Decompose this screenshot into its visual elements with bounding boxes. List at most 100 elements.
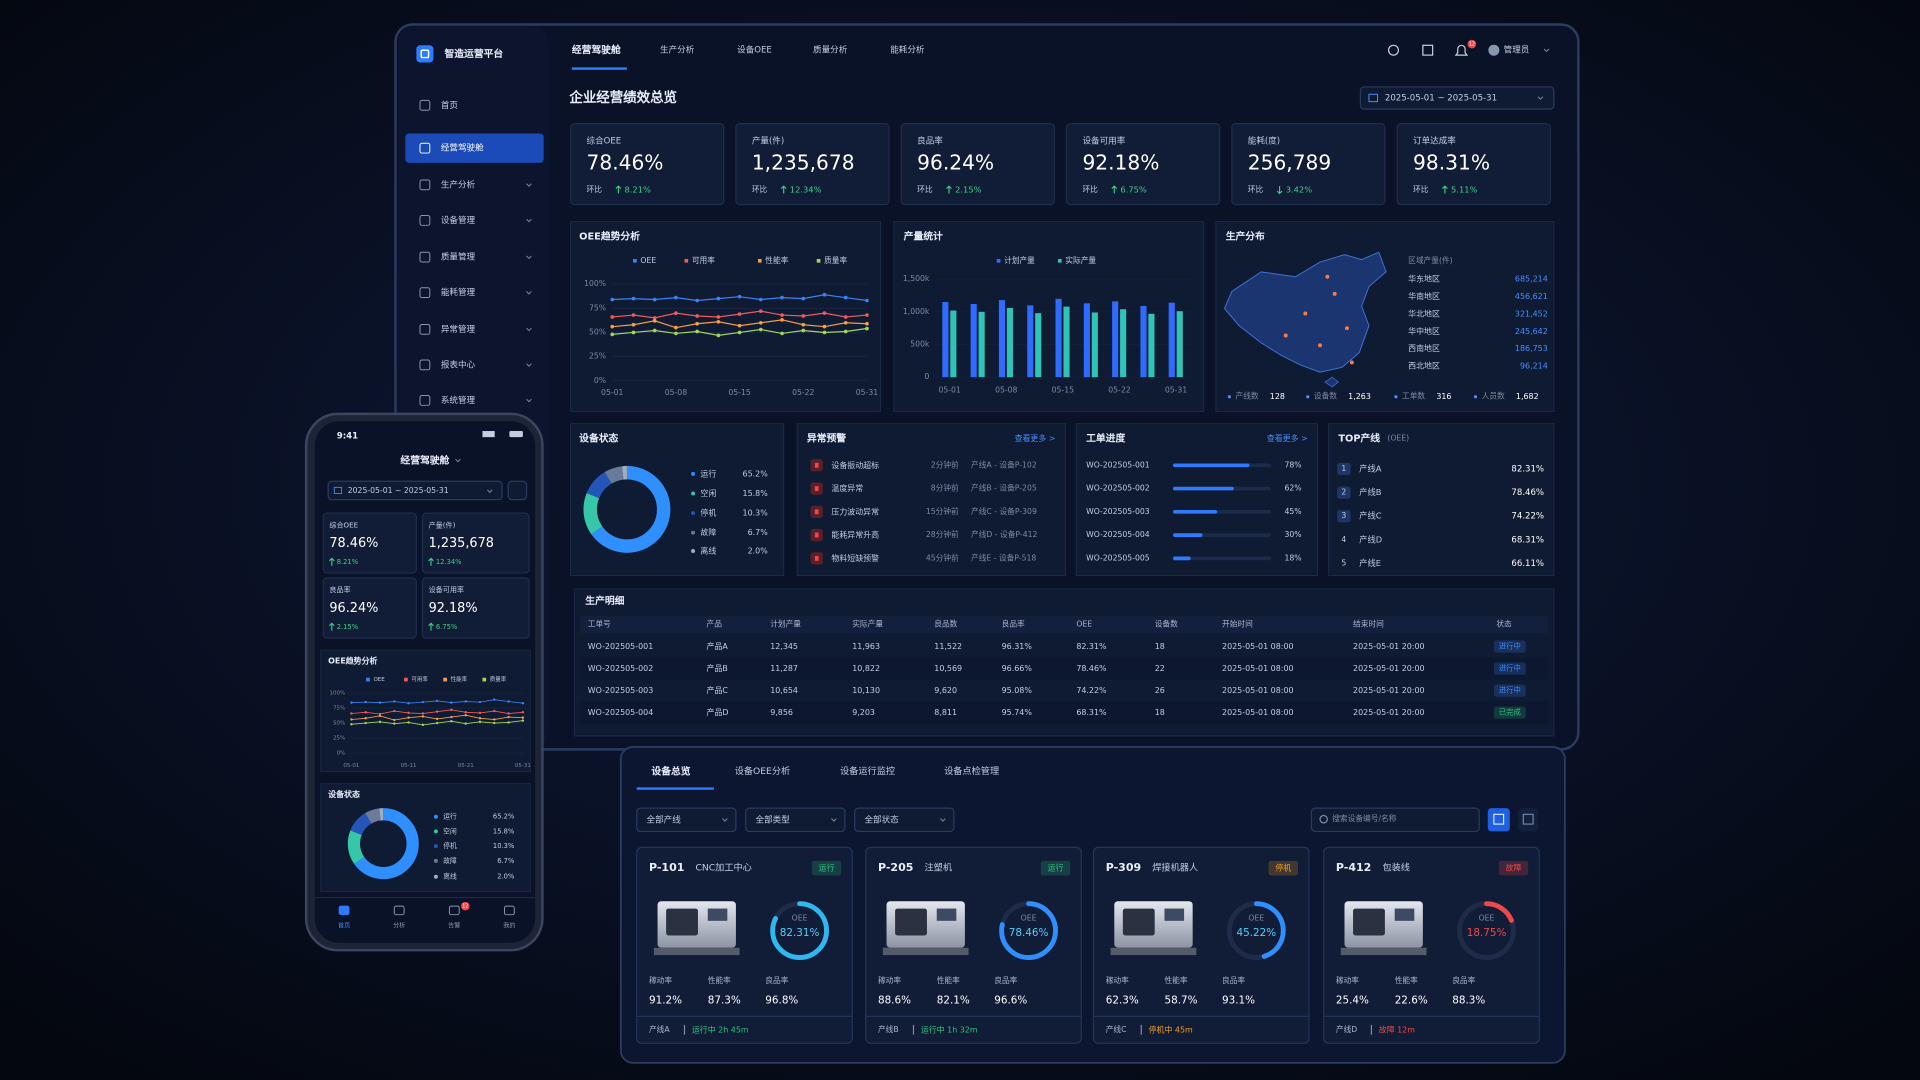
metric-label: 良品率 [994, 975, 1017, 985]
x-tick-label: 05-31 [515, 763, 531, 769]
alarm-source: 产线B - 设备P-205 [971, 483, 1037, 493]
alarm-name: 压力波动异常 [831, 506, 879, 516]
menu-item: 首页 [441, 99, 458, 111]
top-tab[interactable]: 质量分析 [813, 44, 848, 56]
table-cell: 74.22% [1076, 686, 1107, 695]
table-cell: 96.66% [1002, 664, 1033, 673]
filter-select[interactable] [854, 807, 955, 833]
series-point [421, 715, 425, 718]
series-point [865, 313, 869, 317]
y-tick-label: 25% [333, 736, 345, 742]
alarm-name: 温度异常 [831, 483, 863, 493]
menu-item: 质量管理 [441, 251, 476, 263]
equipment-tab[interactable]: 设备OEE分析 [735, 765, 791, 777]
list-view[interactable] [1518, 808, 1538, 832]
order-id: WO-202505-005 [1086, 553, 1150, 562]
alarm-source: 产线C - 设备P-309 [971, 506, 1037, 516]
series-point [478, 700, 482, 704]
status: 进行中 [1499, 686, 1521, 695]
nav-icon[interactable] [338, 905, 350, 916]
equipment-tab[interactable]: 设备总览 [651, 764, 690, 777]
legend-value: 2.0% [748, 547, 769, 556]
alarm-name: 设备振动超标 [831, 460, 879, 470]
refresh-button[interactable] [507, 480, 528, 501]
series-point [378, 714, 382, 718]
top-tab[interactable]: 能耗分析 [890, 44, 925, 56]
series-point [507, 712, 510, 715]
status-badge-label: 停机 [1275, 863, 1291, 873]
series-point [695, 321, 699, 326]
top-tab[interactable]: 生产分析 [660, 44, 695, 56]
table-cell: 9,203 [852, 708, 875, 717]
table-cell: 10,654 [770, 686, 798, 695]
more-link[interactable]: 查看更多 > [1267, 433, 1308, 443]
menu-icon [419, 359, 431, 371]
phone-kpi-value: 1,235,678 [429, 536, 494, 551]
nav-icon[interactable] [448, 905, 460, 916]
kpi-card [1231, 123, 1386, 206]
table-cell: 18 [1155, 642, 1165, 651]
equipment-card[interactable] [636, 846, 853, 1044]
series-point [631, 296, 636, 301]
bell-icon[interactable] [1454, 44, 1469, 56]
grid-view[interactable] [1487, 808, 1510, 832]
legend-dot [691, 511, 696, 516]
table-cell: 产品D [707, 707, 729, 717]
phone-date-picker[interactable] [327, 480, 503, 501]
fullscreen-icon[interactable] [1422, 44, 1434, 56]
x-tick-label: 05-01 [343, 763, 359, 769]
equipment-card[interactable] [1323, 846, 1540, 1044]
machine-window [1122, 908, 1155, 936]
alarm-source: 产线E - 设备P-518 [971, 552, 1036, 562]
status-badge [1040, 860, 1071, 876]
more-link[interactable]: 查看更多 > [1015, 433, 1056, 443]
metric-value: 96.6% [994, 994, 1027, 1006]
table-cell: 2025-05-01 08:00 [1222, 664, 1294, 673]
progress-label: 62% [1285, 484, 1302, 493]
y-tick-label: 0 [924, 372, 929, 381]
filter-select[interactable] [636, 807, 737, 833]
search-icon[interactable] [1387, 44, 1399, 56]
equipment-card[interactable] [1092, 846, 1310, 1044]
menu-active[interactable] [405, 133, 544, 163]
metric-value: 88.6% [878, 994, 911, 1006]
nav-icon[interactable] [504, 905, 515, 916]
date-picker[interactable] [1359, 86, 1555, 110]
legend-label: 可用率 [692, 255, 715, 265]
series-point [843, 295, 848, 300]
trend-arrow [428, 557, 434, 566]
y-tick-label: 25% [589, 352, 606, 361]
table-cell: 产品A [707, 641, 729, 651]
status-badge [1498, 860, 1529, 876]
series-point [610, 297, 615, 302]
table-cell: 11,287 [770, 664, 798, 673]
top-tab[interactable]: 经营驾驶舱 [572, 43, 621, 56]
y-tick-label: 50% [589, 327, 606, 336]
series-point [716, 296, 721, 301]
legend-label: 性能率 [451, 675, 468, 683]
nav-label: 首页 [338, 922, 350, 930]
panel-title: 设备状态 [579, 431, 618, 444]
equipment-id: P-309 [1106, 861, 1141, 874]
equipment-card[interactable] [865, 846, 1082, 1044]
region-name: 西北地区 [1408, 361, 1440, 371]
alarm-icon-mark [814, 509, 819, 515]
legend-label: 空闲 [443, 826, 457, 835]
top-tab[interactable]: 设备OEE [737, 44, 772, 56]
table-cell: 2025-05-01 20:00 [1353, 708, 1425, 717]
filter-select[interactable] [745, 807, 846, 833]
series-point [780, 295, 784, 300]
nav-label: 告警 [448, 922, 460, 930]
equipment-tab[interactable]: 设备运行监控 [840, 765, 895, 777]
map-dot [1344, 326, 1349, 331]
nav-icon[interactable] [393, 905, 405, 916]
table-cell: 95.74% [1002, 708, 1033, 717]
search-box[interactable] [1310, 807, 1480, 833]
series-point [631, 330, 636, 335]
panel-title: 工单进度 [1086, 431, 1125, 444]
chevron [1537, 96, 1544, 100]
rank: 3 [1341, 511, 1346, 520]
region-name: 华东地区 [1408, 274, 1440, 284]
equipment-tab[interactable]: 设备点检管理 [944, 765, 999, 777]
runtime: 运行中 2h 45m [692, 1024, 749, 1034]
